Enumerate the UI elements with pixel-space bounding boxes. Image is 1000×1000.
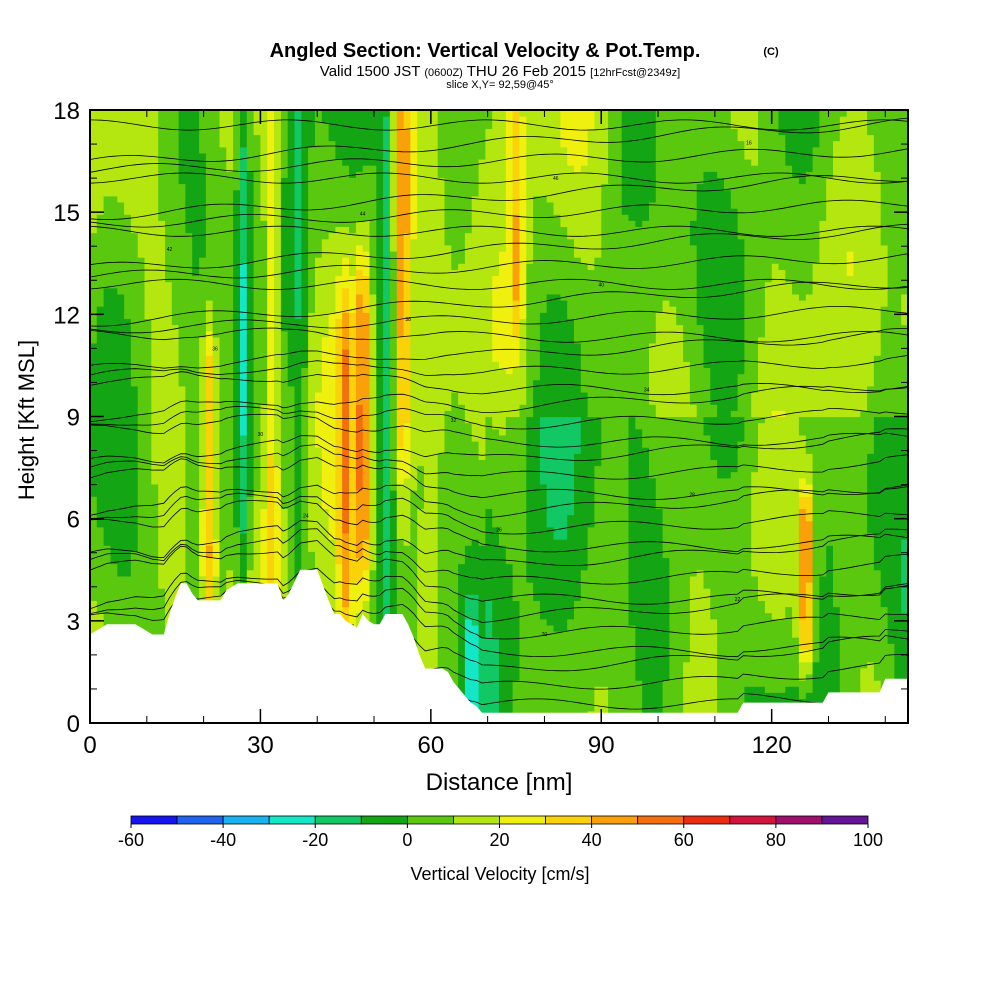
pot-temp-contour-label: 32 [451, 418, 457, 424]
colorbar-tick-label: 100 [853, 830, 883, 850]
pot-temp-contour-line [90, 528, 908, 585]
pot-temp-contour-label: 42 [167, 247, 173, 253]
pot-temp-contour-line [90, 484, 908, 519]
pot-temp-contour-line [90, 278, 908, 290]
pot-temp-contour-label: 22 [735, 597, 741, 603]
colorbar-swatch [637, 815, 685, 825]
colorbar-tick-label: 40 [582, 830, 602, 850]
y-tick-label: 3 [67, 609, 80, 636]
colorbar-swatch [821, 815, 869, 825]
pot-temp-contour-label: 44 [360, 212, 366, 218]
pot-temp-contour-line [90, 327, 908, 343]
colorbar-tick-label: 0 [402, 830, 412, 850]
title-mark: (C) [763, 46, 779, 58]
y-axis-title: Height [Kft MSL] [14, 340, 39, 500]
pot-temp-contour-line [90, 148, 908, 173]
colorbar-swatch [360, 815, 408, 825]
pot-temp-contour-line [90, 199, 908, 228]
colorbar-swatch [314, 815, 362, 825]
pot-temp-contour-line [90, 223, 908, 269]
x-axis-title: Distance [nm] [426, 769, 573, 796]
x-tick-label: 120 [752, 732, 792, 759]
chart-subtitle: Valid 1500 JST (0600Z) THU 26 Feb 2015 [… [320, 63, 680, 80]
pot-temp-contour-label: 38 [405, 317, 411, 323]
x-tick-label: 60 [417, 732, 444, 759]
pot-temp-contour-line [90, 172, 908, 184]
y-tick-label: 6 [67, 507, 80, 534]
subtitle-forecast: [12hrFcst@2349z] [590, 67, 680, 79]
pot-temp-contour-line [90, 405, 908, 430]
colorbar-swatch [683, 815, 731, 825]
plot-area: 1618202224262830323436384042444616 [90, 110, 908, 723]
colorbar-swatch [591, 815, 639, 825]
subtitle-utc: (0600Z) [424, 67, 463, 79]
pot-temp-contour-line [90, 328, 908, 369]
pot-temp-contour-label: 34 [644, 388, 650, 394]
pot-temp-contour-line [90, 520, 908, 566]
colorbar-swatch [545, 815, 593, 825]
pot-temp-contour-line [90, 371, 908, 396]
colorbar-tick-label: -60 [118, 830, 144, 850]
colorbar-swatch [130, 815, 178, 825]
colorbar-swatch [729, 815, 777, 825]
colorbar-swatch [499, 815, 546, 825]
colorbar-swatch [406, 815, 454, 825]
pot-temp-contour-label: 40 [598, 282, 604, 288]
pot-temp-contour-label: 24 [303, 513, 309, 519]
pot-temp-contour-label: 26 [496, 527, 502, 533]
x-tick-label: 90 [588, 732, 615, 759]
subtitle-valid: Valid 1500 JST [320, 63, 420, 80]
pot-temp-contour-line [90, 355, 908, 376]
pot-temp-contour-line [90, 567, 908, 623]
pot-temp-contour-line [90, 413, 908, 448]
pot-temp-contour-line [90, 306, 908, 334]
pot-temp-contour-label: 36 [212, 346, 218, 352]
y-tick-label: 0 [67, 711, 80, 738]
colorbar-tick-label: 60 [674, 830, 694, 850]
pot-temp-contour-label: 30 [258, 432, 264, 438]
pot-temp-contour-line [90, 253, 908, 279]
pot-temp-contour-line [90, 579, 908, 640]
pot-temp-contour-line [90, 457, 908, 500]
colorbar-tick-label: 80 [766, 830, 786, 850]
slice-label: slice X,Y= 92,59@45° [446, 79, 554, 91]
y-tick-label: 12 [53, 302, 80, 329]
pot-temp-contour-line [90, 444, 908, 480]
pot-temp-contour-line [90, 492, 908, 535]
terrain-mask [90, 569, 908, 723]
colorbar-title: Vertical Velocity [cm/s] [410, 864, 589, 884]
y-tick-label: 15 [53, 200, 80, 227]
chart-title: Angled Section: Vertical Velocity & Pot.… [270, 40, 701, 62]
pot-temp-contour-line [90, 540, 908, 605]
x-tick-label: 0 [83, 732, 96, 759]
colorbar-tick-label: -40 [210, 830, 236, 850]
colorbar-swatch [775, 815, 823, 825]
y-tick-label: 18 [53, 98, 80, 125]
pot-temp-contour-line [90, 428, 908, 464]
colorbar-swatch [176, 815, 224, 825]
colorbar-swatch [268, 815, 316, 825]
y-tick-label: 9 [67, 405, 80, 432]
pot-temp-contour-label: 28 [689, 492, 695, 498]
pot-temp-contour-line [90, 500, 908, 553]
pot-temp-contour-line [90, 175, 908, 220]
subtitle-date: THU 26 Feb 2015 [467, 63, 586, 80]
colorbar-tick-label: 20 [489, 830, 509, 850]
pot-temp-contour-line [90, 281, 908, 327]
x-tick-label: 30 [247, 732, 274, 759]
pot-temp-contour-label: 46 [553, 176, 559, 182]
colorbar-swatch [453, 815, 500, 825]
colorbar-tick-label: -20 [302, 830, 328, 850]
pot-temp-contour-label: 20 [542, 632, 548, 638]
pot-temp-contour-line [90, 385, 908, 423]
pot-temp-contour-line [90, 119, 908, 131]
pot-temp-contour-label: 16 [746, 141, 752, 147]
pot-temp-contour-line [90, 225, 908, 237]
colorbar-swatch [222, 815, 270, 825]
pot-temp-contour-line [90, 117, 908, 162]
colorbar: -60 -40 -20 0 20 40 60 80 100 [118, 815, 883, 850]
